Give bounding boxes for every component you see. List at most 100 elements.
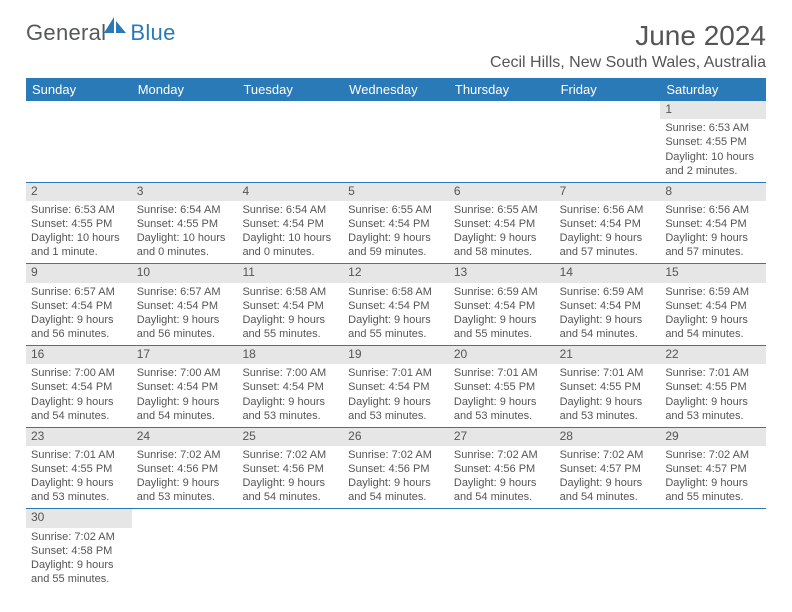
day-daylight2: and 55 minutes. (242, 327, 338, 341)
sail-icon (104, 17, 128, 38)
day-number: 28 (555, 428, 661, 446)
day-daylight2: and 53 minutes. (348, 409, 444, 423)
day-daylight2: and 55 minutes. (454, 327, 550, 341)
day-number: 3 (132, 183, 238, 201)
calendar-day: 10Sunrise: 6:57 AMSunset: 4:54 PMDayligh… (132, 264, 238, 345)
day-sunrise: Sunrise: 7:02 AM (560, 448, 656, 462)
day-sunrise: Sunrise: 6:54 AM (242, 203, 338, 217)
calendar-week: 16 Sunrise: 7:00 AM Sunset: 4:54 PM Dayligh… (26, 346, 766, 428)
weekday-label: Friday (555, 78, 661, 101)
day-sunrise: Sunrise: 7:01 AM (665, 366, 761, 380)
day-daylight2: and 54 minutes. (560, 490, 656, 504)
calendar-day: 21Sunrise: 7:01 AMSunset: 4:55 PMDayligh… (555, 346, 661, 427)
day-sunrise: Sunrise: 6:59 AM (454, 285, 550, 299)
calendar-day (237, 509, 343, 590)
day-number: 9 (26, 264, 132, 282)
day-number: 6 (449, 183, 555, 201)
day-sunset: Sunset: 4:54 PM (137, 299, 233, 313)
day-daylight2: and 53 minutes. (242, 409, 338, 423)
day-daylight1: Daylight: 9 hours (31, 558, 127, 572)
day-sunset: Sunset: 4:55 PM (665, 135, 761, 149)
day-details: Sunrise: 7:02 AMSunset: 4:58 PMDaylight:… (26, 528, 132, 590)
day-sunset: Sunset: 4:54 PM (348, 380, 444, 394)
calendar-day: 27Sunrise: 7:02 AMSunset: 4:56 PMDayligh… (449, 428, 555, 509)
calendar-day (449, 509, 555, 590)
day-daylight1: Daylight: 9 hours (137, 476, 233, 490)
day-details: Sunrise: 6:54 AMSunset: 4:55 PMDaylight:… (132, 201, 238, 263)
day-daylight1: Daylight: 9 hours (348, 231, 444, 245)
calendar-day (660, 509, 766, 590)
day-daylight1: Daylight: 9 hours (348, 476, 444, 490)
day-daylight2: and 56 minutes. (137, 327, 233, 341)
day-sunset: Sunset: 4:55 PM (31, 462, 127, 476)
day-details: Sunrise: 7:02 AMSunset: 4:56 PMDaylight:… (237, 446, 343, 508)
day-daylight2: and 0 minutes. (242, 245, 338, 259)
day-daylight2: and 54 minutes. (242, 490, 338, 504)
day-details: Sunrise: 7:02 AMSunset: 4:56 PMDaylight:… (449, 446, 555, 508)
day-daylight2: and 53 minutes. (560, 409, 656, 423)
day-sunset: Sunset: 4:54 PM (560, 299, 656, 313)
day-details: Sunrise: 6:57 AMSunset: 4:54 PMDaylight:… (132, 283, 238, 345)
day-sunset: Sunset: 4:54 PM (31, 380, 127, 394)
day-number: 27 (449, 428, 555, 446)
day-sunrise: Sunrise: 6:58 AM (242, 285, 338, 299)
day-sunset: Sunset: 4:55 PM (31, 217, 127, 231)
calendar-day: 3Sunrise: 6:54 AMSunset: 4:55 PMDaylight… (132, 183, 238, 264)
day-daylight1: Daylight: 9 hours (454, 313, 550, 327)
calendar-day: 19Sunrise: 7:01 AMSunset: 4:54 PMDayligh… (343, 346, 449, 427)
calendar-day (555, 509, 661, 590)
calendar-week: 1Sunrise: 6:53 AMSunset: 4:55 PMDaylight… (26, 101, 766, 183)
day-daylight1: Daylight: 9 hours (454, 395, 550, 409)
day-daylight2: and 53 minutes. (137, 490, 233, 504)
day-sunrise: Sunrise: 7:00 AM (242, 366, 338, 380)
weekday-label: Tuesday (237, 78, 343, 101)
day-sunset: Sunset: 4:54 PM (665, 217, 761, 231)
calendar-day: 16Sunrise: 7:00 AMSunset: 4:54 PMDayligh… (26, 346, 132, 427)
day-sunrise: Sunrise: 7:02 AM (242, 448, 338, 462)
calendar-day (26, 101, 132, 182)
day-sunrise: Sunrise: 7:01 AM (348, 366, 444, 380)
day-sunset: Sunset: 4:56 PM (242, 462, 338, 476)
day-number: 8 (660, 183, 766, 201)
day-sunset: Sunset: 4:56 PM (454, 462, 550, 476)
day-daylight2: and 53 minutes. (665, 409, 761, 423)
calendar-day: 30Sunrise: 7:02 AMSunset: 4:58 PMDayligh… (26, 509, 132, 590)
day-details: Sunrise: 6:54 AMSunset: 4:54 PMDaylight:… (237, 201, 343, 263)
day-number: 22 (660, 346, 766, 364)
location: Cecil Hills, New South Wales, Australia (490, 54, 766, 72)
day-sunrise: Sunrise: 6:57 AM (31, 285, 127, 299)
calendar-week: 2Sunrise: 6:53 AMSunset: 4:55 PMDaylight… (26, 183, 766, 265)
day-sunrise: Sunrise: 7:02 AM (348, 448, 444, 462)
day-daylight2: and 1 minute. (31, 245, 127, 259)
day-sunset: Sunset: 4:54 PM (31, 299, 127, 313)
day-sunset: Sunset: 4:54 PM (137, 380, 233, 394)
day-details: Sunrise: 6:53 AMSunset: 4:55 PMDaylight:… (26, 201, 132, 263)
day-sunrise: Sunrise: 7:02 AM (31, 530, 127, 544)
calendar-day: 13Sunrise: 6:59 AMSunset: 4:54 PMDayligh… (449, 264, 555, 345)
day-number: 16 (26, 346, 132, 364)
day-sunrise: Sunrise: 6:53 AM (31, 203, 127, 217)
calendar-day: 11Sunrise: 6:58 AMSunset: 4:54 PMDayligh… (237, 264, 343, 345)
day-number: 1 (660, 101, 766, 119)
day-daylight1: Daylight: 9 hours (560, 476, 656, 490)
day-sunset: Sunset: 4:56 PM (348, 462, 444, 476)
day-details: Sunrise: 6:53 AMSunset: 4:55 PMDaylight:… (660, 119, 766, 181)
day-daylight1: Daylight: 9 hours (242, 476, 338, 490)
day-sunrise: Sunrise: 6:59 AM (665, 285, 761, 299)
day-details: Sunrise: 6:56 AMSunset: 4:54 PMDaylight:… (555, 201, 661, 263)
day-number: 10 (132, 264, 238, 282)
day-daylight1: Daylight: 9 hours (242, 395, 338, 409)
calendar-day: 4Sunrise: 6:54 AMSunset: 4:54 PMDaylight… (237, 183, 343, 264)
calendar-day: 18Sunrise: 7:00 AMSunset: 4:54 PMDayligh… (237, 346, 343, 427)
day-daylight2: and 58 minutes. (454, 245, 550, 259)
day-sunrise: Sunrise: 6:56 AM (560, 203, 656, 217)
day-daylight1: Daylight: 10 hours (31, 231, 127, 245)
day-sunrise: Sunrise: 6:58 AM (348, 285, 444, 299)
calendar-day: 24Sunrise: 7:02 AMSunset: 4:56 PMDayligh… (132, 428, 238, 509)
day-daylight2: and 53 minutes. (31, 490, 127, 504)
day-daylight1: Daylight: 9 hours (665, 313, 761, 327)
calendar-day: 1Sunrise: 6:53 AMSunset: 4:55 PMDaylight… (660, 101, 766, 182)
day-daylight2: and 59 minutes. (348, 245, 444, 259)
day-daylight1: Daylight: 9 hours (665, 395, 761, 409)
day-details: Sunrise: 6:59 AMSunset: 4:54 PMDaylight:… (660, 283, 766, 345)
